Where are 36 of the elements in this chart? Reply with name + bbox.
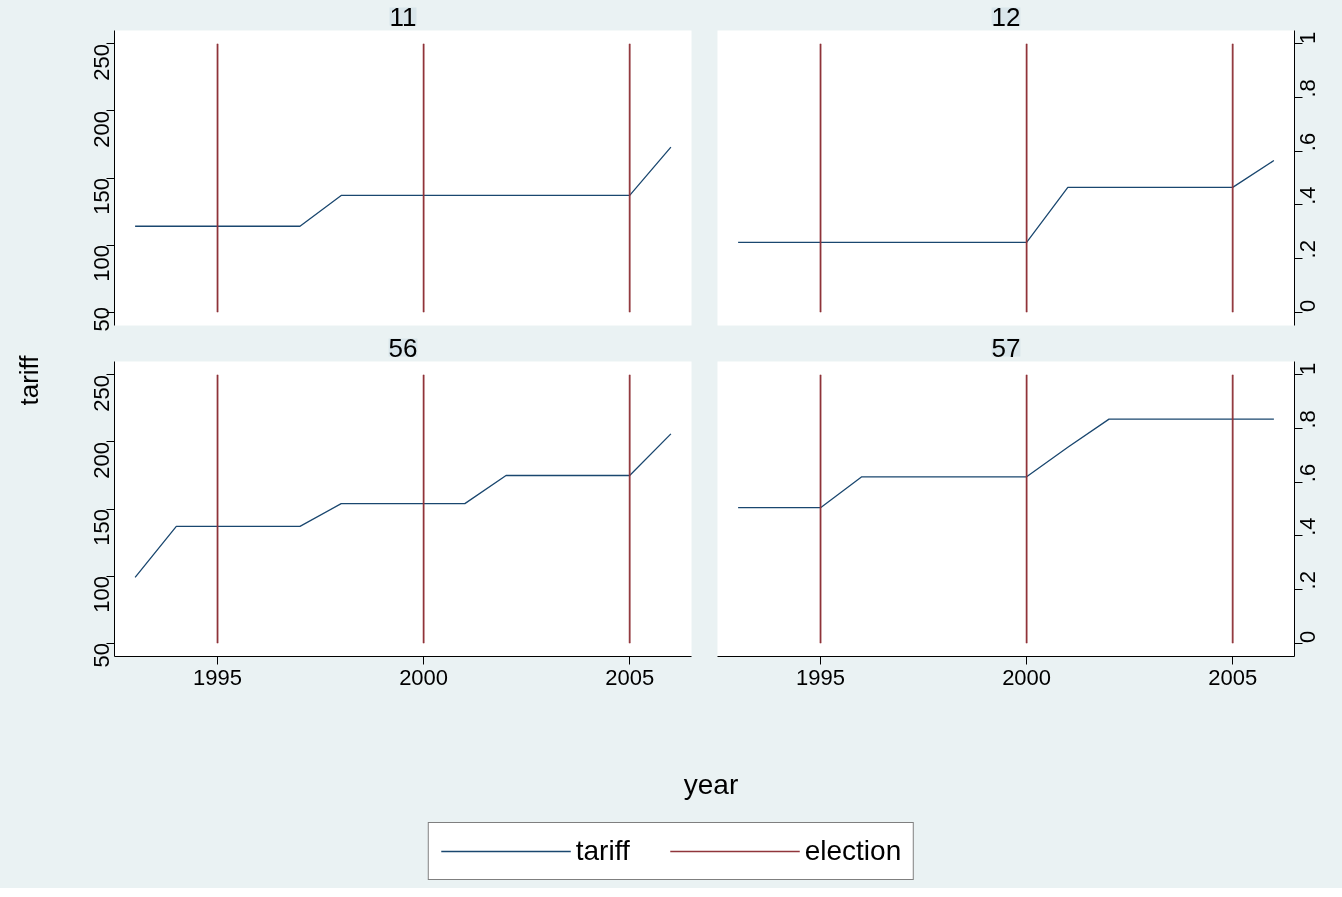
- y2-tick-label: .8: [1295, 410, 1320, 429]
- legend-label: tariff: [575, 835, 630, 867]
- y-tick-label: 100: [89, 245, 114, 282]
- x-tick-label: 2000: [1002, 664, 1052, 690]
- y-axis-title: tariff: [14, 354, 45, 406]
- y2-tick-label: .4: [1295, 186, 1320, 205]
- y2-tick-label: .2: [1295, 240, 1320, 259]
- x-tick-label: 1995: [796, 664, 846, 690]
- chart-title: 57: [991, 332, 1021, 363]
- y2-tick-label: 1: [1295, 362, 1320, 375]
- y2-tick-label: 1: [1295, 31, 1320, 44]
- y2-tick-label: .6: [1295, 463, 1320, 483]
- y2-tick-label: .8: [1295, 79, 1320, 98]
- y-tick-label: 150: [89, 177, 114, 215]
- y2-tick-label: .4: [1295, 517, 1320, 536]
- chart-title: 11: [389, 1, 417, 32]
- y-tick-label: 50: [89, 643, 114, 668]
- y-tick-label: 150: [89, 508, 114, 546]
- x-tick-label: 2005: [1208, 664, 1258, 690]
- legend-label: election: [804, 835, 902, 867]
- y2-tick-label: 0: [1295, 299, 1320, 313]
- y-tick-label: 200: [89, 441, 114, 479]
- y-tick-label: 250: [89, 43, 114, 81]
- y-tick-label: 50: [89, 307, 114, 332]
- x-tick-label: 1995: [193, 664, 243, 690]
- y2-tick-label: .6: [1295, 132, 1320, 152]
- y-tick-label: 100: [89, 576, 114, 613]
- y-tick-label: 200: [89, 110, 114, 148]
- y-tick-label: 250: [89, 374, 114, 412]
- chart-title: 56: [388, 332, 418, 363]
- chart-title: 12: [991, 1, 1021, 32]
- x-tick-label: 2000: [399, 664, 449, 690]
- y2-tick-label: 0: [1295, 630, 1320, 644]
- x-tick-label: 2005: [605, 664, 655, 690]
- x-axis-title: year: [683, 768, 739, 802]
- y2-tick-label: .2: [1295, 571, 1320, 590]
